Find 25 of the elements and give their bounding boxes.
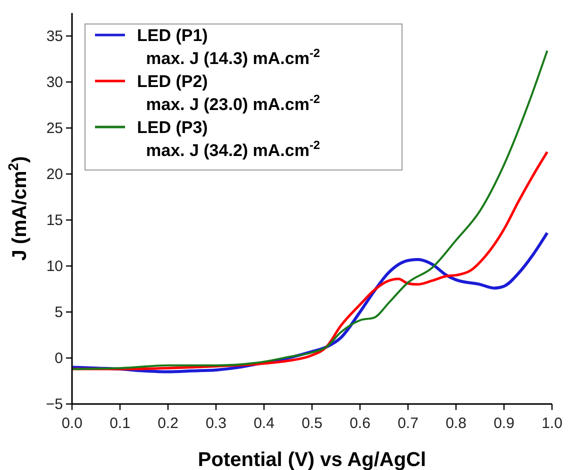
y-tick-label: 0 xyxy=(54,350,63,367)
x-tick-label: 0.0 xyxy=(62,415,82,432)
y-tick-label: −5 xyxy=(46,396,63,413)
line-series xyxy=(71,50,548,370)
legend-label: LED (P3) max. J (34.2) mA.cm$^{-2}$ xyxy=(137,118,320,160)
y-tick-label: 35 xyxy=(46,28,63,45)
legend-label: LED (P2) max. J (23.0) mA.cm$^{-2}$ xyxy=(137,72,320,114)
x-tick-label: 0.8 xyxy=(446,415,466,432)
x-axis-title: Potential (V) vs Ag/AgCl xyxy=(198,449,426,470)
x-tick-label: 0.1 xyxy=(110,415,130,432)
y-tick-label: 30 xyxy=(46,74,63,91)
y-tick-label: 15 xyxy=(46,212,63,229)
x-tick-label: 0.3 xyxy=(206,415,226,432)
legend-label: LED (P1) max. J (14.3) mA.cm$^{-2}$ xyxy=(137,26,320,68)
x-tick-label: 0.9 xyxy=(494,415,514,432)
x-tick-label: 0.5 xyxy=(302,415,322,432)
x-tick-label: 0.6 xyxy=(350,415,370,432)
x-tick-label: 1.0 xyxy=(542,415,562,432)
y-tick-label: 25 xyxy=(46,120,63,137)
x-tick-label: 0.7 xyxy=(398,415,418,432)
y-tick-label: 10 xyxy=(46,258,63,275)
y-tick-label: 20 xyxy=(46,166,63,183)
x-tick-label: 0.4 xyxy=(254,415,274,432)
y-tick-label: 5 xyxy=(54,304,63,321)
x-tick-label: 0.2 xyxy=(158,415,178,432)
